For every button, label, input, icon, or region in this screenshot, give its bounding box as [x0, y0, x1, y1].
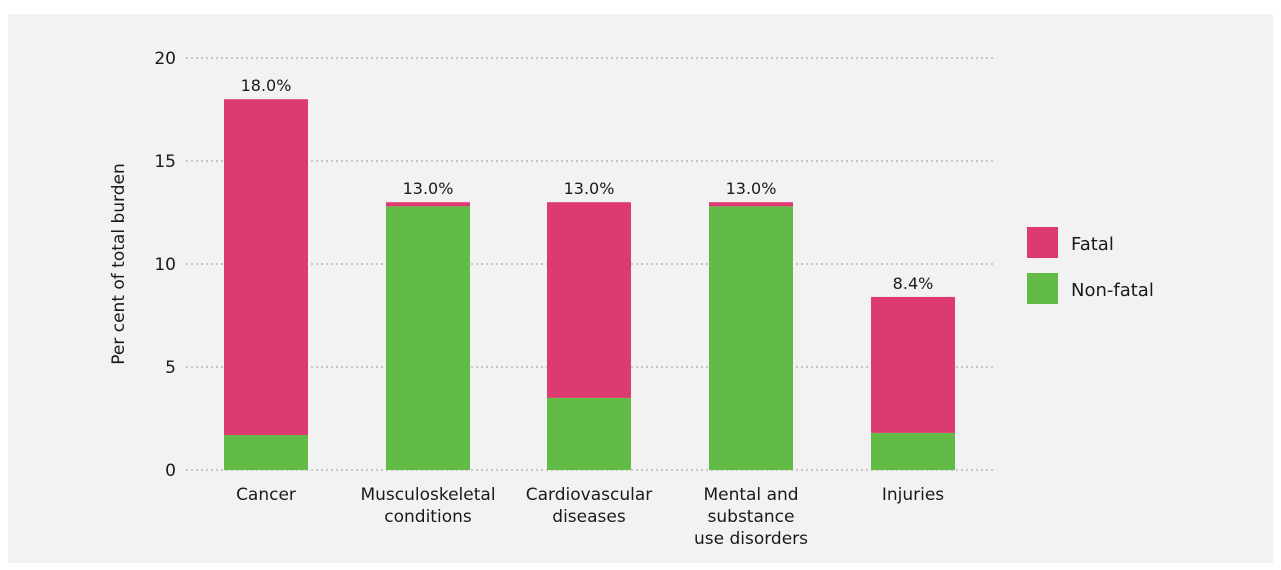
category-label: Cancer: [236, 485, 296, 505]
category-label-line: Cardiovascular: [526, 485, 652, 505]
bar-non-fatal: [547, 397, 631, 470]
category-label: Injuries: [882, 485, 944, 505]
legend-swatch: [1027, 227, 1058, 258]
y-tick-label: 0: [165, 461, 176, 481]
category-label-line: Mental and: [703, 485, 798, 505]
category-label: Cardiovascular diseases: [526, 485, 652, 527]
bar-non-fatal: [224, 434, 308, 470]
total-data-label: 18.0%: [241, 76, 292, 95]
y-tick-label: 20: [154, 49, 176, 69]
bars: [224, 99, 955, 470]
total-data-label: 13.0%: [403, 179, 454, 198]
category-label-line: conditions: [384, 507, 472, 527]
category-label: Mental and substance use disorders: [694, 485, 808, 549]
chart-panel: [8, 14, 1273, 563]
category-label-line: substance: [708, 507, 795, 527]
y-axis-title: Per cent of total burden: [109, 163, 129, 365]
bar-fatal: [386, 202, 470, 207]
category-label-line: Injuries: [882, 485, 944, 505]
category-label-line: diseases: [552, 507, 626, 527]
bar-non-fatal: [709, 206, 793, 470]
category-labels: Cancer Musculoskeletal conditions Cardiovas…: [236, 485, 944, 549]
y-tick-label: 5: [165, 358, 176, 378]
bar-non-fatal: [871, 432, 955, 470]
data-labels: 18.0% 13.0% 13.0% 13.0% 8.4%: [241, 76, 934, 293]
legend-swatch: [1027, 273, 1058, 304]
y-tick-label: 15: [154, 152, 176, 172]
category-label-line: use disorders: [694, 529, 808, 549]
bar-fatal: [224, 99, 308, 435]
legend-label: Non-fatal: [1071, 280, 1154, 301]
bar-fatal: [709, 202, 793, 207]
y-tick-label: 10: [154, 255, 176, 275]
bar-fatal: [871, 296, 955, 433]
category-label-line: Musculoskeletal: [360, 485, 495, 505]
total-data-label: 13.0%: [726, 179, 777, 198]
total-data-label: 13.0%: [564, 179, 615, 198]
y-axis-ticks: 0 5 10 15 20: [154, 49, 176, 481]
legend-label: Fatal: [1071, 234, 1114, 255]
category-label-line: Cancer: [236, 485, 296, 505]
total-data-label: 8.4%: [893, 274, 934, 293]
bar-fatal: [547, 202, 631, 398]
category-label: Musculoskeletal conditions: [360, 485, 495, 527]
legend: Fatal Non-fatal: [1027, 227, 1154, 304]
bar-non-fatal: [386, 206, 470, 470]
